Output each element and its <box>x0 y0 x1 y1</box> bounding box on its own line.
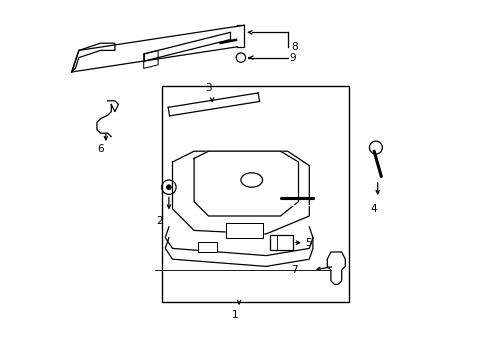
Polygon shape <box>326 252 345 284</box>
Bar <box>197 242 217 252</box>
Text: 9: 9 <box>289 53 296 63</box>
Text: 5: 5 <box>305 238 311 248</box>
Bar <box>162 86 348 302</box>
Circle shape <box>166 185 171 189</box>
Polygon shape <box>226 223 262 238</box>
Text: 3: 3 <box>204 83 211 93</box>
Polygon shape <box>172 151 309 234</box>
Text: 6: 6 <box>97 144 103 154</box>
Polygon shape <box>194 151 298 216</box>
Bar <box>269 235 292 250</box>
Text: 1: 1 <box>231 310 238 320</box>
Text: 7: 7 <box>291 265 297 275</box>
Text: 4: 4 <box>370 204 376 214</box>
Text: 8: 8 <box>291 42 297 52</box>
Text: 2: 2 <box>156 216 163 226</box>
